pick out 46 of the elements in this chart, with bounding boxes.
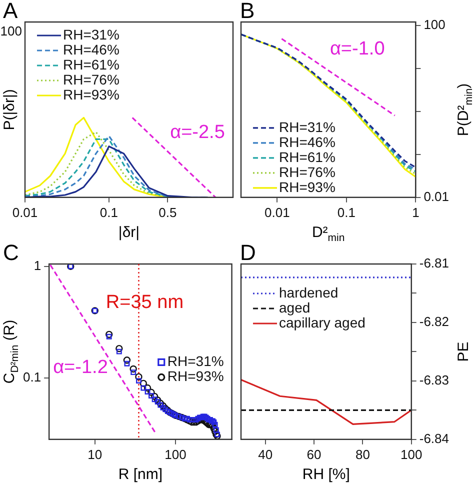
annotation: α=-1.0 [330, 38, 385, 60]
x-tick-label: 100 [400, 446, 422, 462]
legend-label: RH=93% [279, 178, 336, 195]
legend-label: RH=61% [279, 148, 336, 165]
chart-title: D [240, 240, 256, 266]
y-axis-title: P(|δr|) [1, 89, 18, 130]
x-axis-title: RH [%] [302, 466, 350, 484]
x-tick-label: 80 [355, 446, 370, 462]
legend-label: hardened [279, 284, 338, 300]
x-tick-label: 0.1 [100, 204, 118, 220]
x-tick-label: 10 [88, 446, 102, 462]
legend-label: RH=93% [167, 368, 224, 384]
legend-label: RH=93% [63, 86, 120, 102]
ref-line-label: R=35 nm [106, 292, 184, 313]
y2-tick-label: -6.83 [419, 372, 450, 388]
x-tick-label: 0.01 [264, 204, 290, 220]
chart-title: B [240, 0, 255, 24]
legend-label: aged [279, 299, 310, 316]
annotation: α=-1.2 [53, 356, 108, 378]
legend-label: RH=31% [167, 353, 224, 370]
legend-label: RH=76% [279, 164, 336, 180]
legend-label: RH=76% [63, 71, 120, 88]
legend-label: RH=61% [63, 56, 120, 72]
y2-tick-label: -6.82 [419, 314, 450, 330]
legend-label: RH=31% [279, 118, 336, 135]
x-tick-label: 60 [306, 446, 322, 462]
chart-title: C [3, 240, 19, 266]
legend-label: RH=46% [279, 134, 336, 150]
x-tick-label: 1 [412, 204, 420, 220]
x-tick-label: 0.1 [337, 204, 356, 220]
x-tick-label: 40 [258, 446, 273, 462]
x-axis-title: |δr| [118, 224, 140, 242]
chart-title: A [3, 0, 18, 24]
y2-tick-label: -6.81 [419, 256, 450, 271]
annotation: α=-2.5 [170, 122, 225, 144]
y2-axis-title: PE [455, 342, 472, 362]
text: 100 [0, 24, 22, 39]
x-tick-label: 0.5 [158, 204, 177, 220]
x-tick-label: 100 [164, 446, 186, 462]
x-axis-title: R [nm] [118, 466, 163, 484]
y2-tick-label: -6.84 [419, 430, 450, 446]
legend-label: RH=46% [63, 41, 120, 58]
legend-label: capillary aged [279, 314, 366, 330]
y-axis-title: P(D²min) [455, 83, 474, 136]
y-axis-title: CD²min (R) [1, 320, 22, 384]
legend-label: RH=31% [63, 26, 120, 42]
